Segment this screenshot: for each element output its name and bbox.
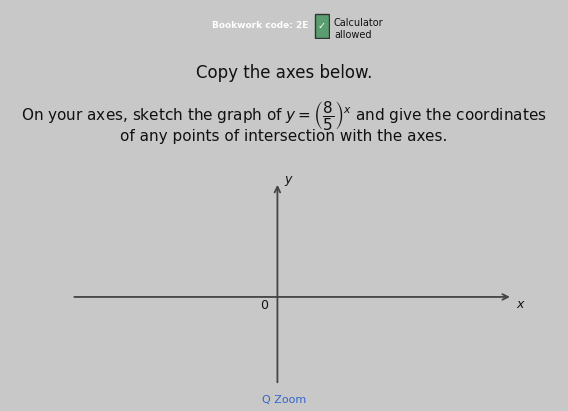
- FancyBboxPatch shape: [315, 14, 329, 38]
- Text: Bookwork code: 2E: Bookwork code: 2E: [212, 21, 308, 30]
- Text: x: x: [516, 298, 524, 311]
- Text: of any points of intersection with the axes.: of any points of intersection with the a…: [120, 129, 448, 144]
- Text: ✓: ✓: [318, 21, 326, 31]
- Text: Copy the axes below.: Copy the axes below.: [196, 64, 372, 82]
- Text: Calculator
allowed: Calculator allowed: [334, 18, 383, 41]
- Text: On your axes, sketch the graph of $y = \left(\dfrac{8}{5}\right)^x$ and give the: On your axes, sketch the graph of $y = \…: [21, 99, 547, 132]
- Text: 0: 0: [260, 299, 268, 312]
- Text: Q Zoom: Q Zoom: [262, 395, 306, 405]
- Text: y: y: [285, 173, 292, 187]
